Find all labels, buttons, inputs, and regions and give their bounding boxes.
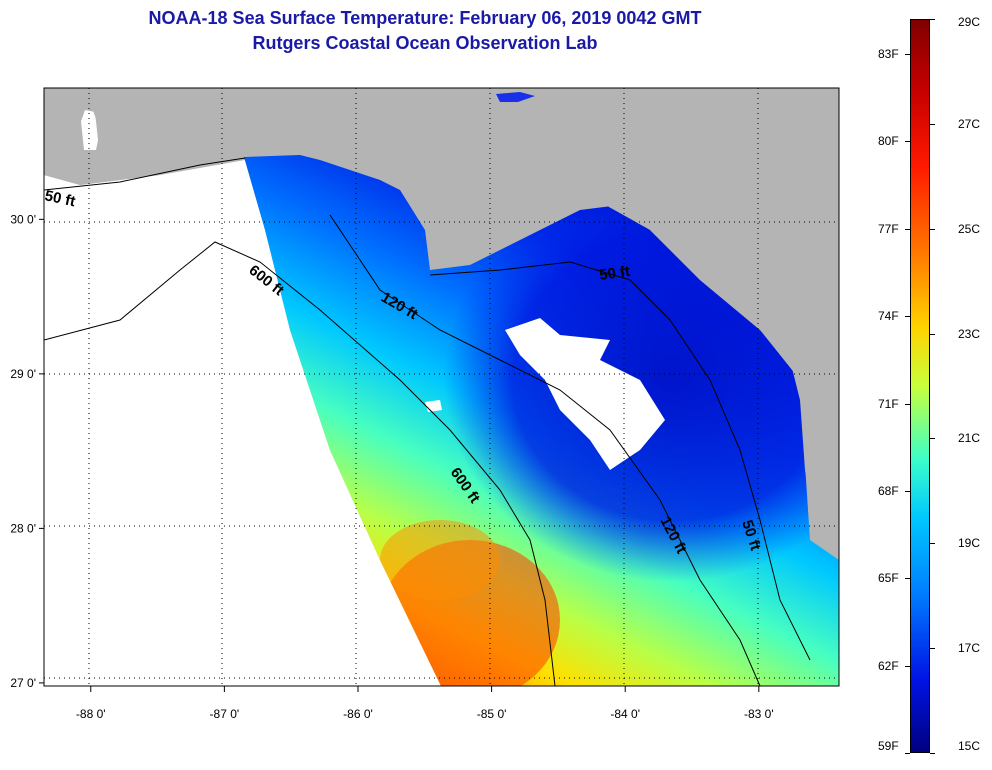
latitude-axis: 30 0' 29 0' 28 0' 27 0': [10, 212, 44, 690]
contour-50ft-east: [429, 261, 811, 661]
colorbar-fahrenheit-label: 62F: [878, 658, 899, 673]
lon-tick-label: -86 0': [343, 707, 373, 721]
lon-tick-label: -84 0': [610, 707, 640, 721]
contour-label: 50 ft: [598, 263, 631, 284]
colorbar-celsius-label: 23C: [958, 326, 981, 341]
colorbar-tick: [905, 753, 910, 754]
colorbar-tick: [905, 490, 910, 492]
florida-land: [44, 88, 839, 540]
coastline-west: [44, 88, 244, 185]
map-subtitle: Rutgers Coastal Ocean Observation Lab: [252, 33, 598, 53]
colorbar-celsius-label: 27C: [958, 116, 981, 131]
colorbar-fahrenheit-label: 71F: [878, 396, 899, 411]
no-data-area: [44, 157, 441, 686]
contour-50ft-west: [44, 157, 246, 191]
map-title: NOAA-18 Sea Surface Temperature: Februar…: [148, 8, 702, 28]
colorbar-celsius-label: 21C: [958, 431, 981, 446]
contour-600ft: [44, 241, 556, 686]
colorbar-fahrenheit-label: 65F: [878, 571, 899, 586]
lon-tick-label: -85 0': [477, 707, 507, 721]
colorbar-fahrenheit-label: 74F: [878, 309, 899, 324]
colorbar-tick: [930, 228, 935, 230]
colorbar-celsius-label: 19C: [958, 536, 981, 551]
cloud-patch: [505, 318, 665, 470]
colorbar-celsius-label: 25C: [958, 221, 981, 236]
lat-tick-label: 29 0': [10, 367, 36, 381]
temperature-colorbar: [910, 19, 930, 753]
colorbar-tick: [930, 753, 935, 754]
colorbar-tick: [905, 578, 910, 580]
colorbar-tick: [905, 403, 910, 405]
lon-tick-label: -83 0': [744, 707, 774, 721]
colorbar-fahrenheit-label: 68F: [878, 483, 899, 498]
colorbar-tick: [905, 316, 910, 318]
colorbar-tick: [930, 543, 935, 545]
colorbar-fahrenheit-label: 80F: [878, 134, 899, 149]
colorbar-tick: [905, 54, 910, 55]
lat-tick-label: 30 0': [10, 212, 36, 226]
colorbar-celsius-label: 15C: [958, 739, 981, 753]
colorbar-tick: [905, 665, 910, 667]
colorbar-tick: [930, 438, 935, 440]
colorbar-tick: [905, 228, 910, 230]
colorbar-tick: [930, 648, 935, 650]
mobile-bay: [80, 108, 100, 150]
inland-lake: [496, 92, 535, 102]
lat-tick-label: 27 0': [10, 676, 36, 690]
colorbar-tick: [930, 123, 935, 125]
contour-label: 50 ft: [43, 187, 77, 210]
lon-tick-label: -88 0': [76, 707, 106, 721]
colorbar-celsius-label: 29C: [958, 15, 981, 29]
lat-tick-label: 28 0': [10, 521, 36, 535]
map-frame: [43, 87, 840, 687]
contour-120ft: [329, 214, 761, 686]
colorbar-fahrenheit-label: 77F: [878, 221, 899, 236]
longitude-axis: -88 0' -87 0' -86 0' -85 0' -84 0' -83 0': [76, 686, 774, 721]
colorbar-fahrenheit-label: 83F: [878, 47, 899, 61]
colorbar-fahrenheit-label: 59F: [878, 739, 899, 753]
colorbar-celsius-label: 17C: [958, 641, 981, 656]
cloud-patch-small: [425, 400, 442, 412]
lon-tick-label: -87 0': [210, 707, 240, 721]
colorbar-tick: [905, 141, 910, 143]
colorbar-tick: [930, 19, 935, 20]
colorbar-tick: [930, 333, 935, 335]
